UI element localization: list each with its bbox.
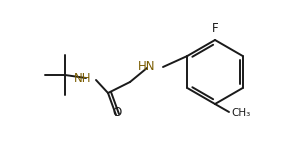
Text: NH: NH	[74, 72, 91, 84]
Text: HN: HN	[138, 60, 155, 74]
Text: CH₃: CH₃	[231, 108, 250, 118]
Text: O: O	[112, 106, 122, 119]
Text: F: F	[212, 22, 218, 35]
